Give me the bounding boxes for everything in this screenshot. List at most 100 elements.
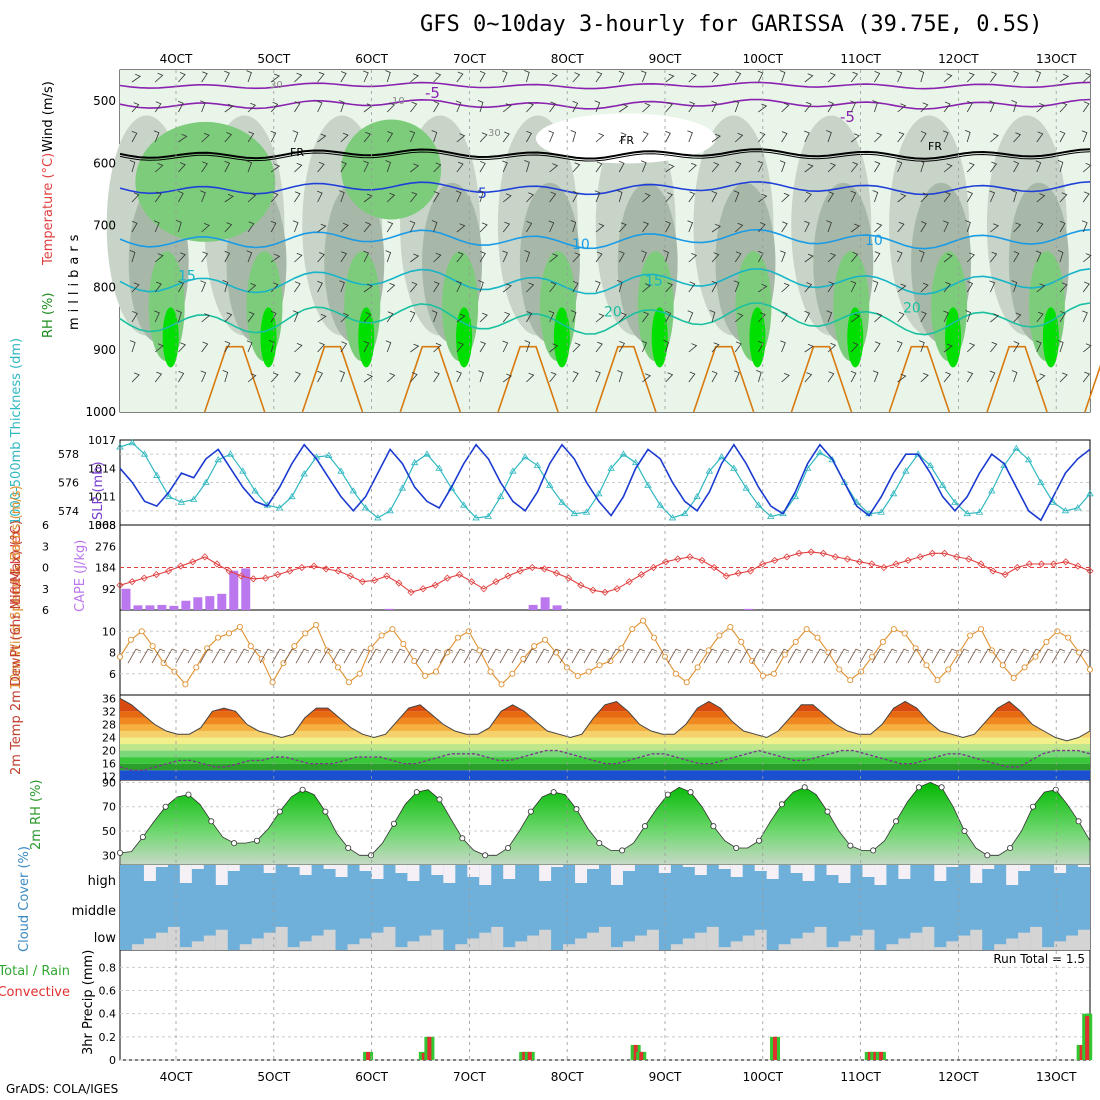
- rh-point: [756, 837, 763, 844]
- wind-barb: [920, 221, 927, 233]
- thickness-point: [656, 501, 664, 508]
- cloud-row-label-low: low: [94, 931, 117, 946]
- rh-point: [231, 840, 238, 847]
- wind-barb: [524, 340, 531, 353]
- thickness-point: [275, 504, 284, 511]
- wind-barb: [872, 280, 879, 293]
- wind-barb: [709, 310, 716, 323]
- cloud-high-gap: [754, 865, 767, 871]
- cape-bar: [540, 597, 550, 610]
- wind-barb: [688, 371, 696, 383]
- cloud-low-gap: [934, 947, 947, 950]
- wind-barb: [340, 132, 349, 143]
- freezing-level-line: [119, 151, 1091, 162]
- lifted-index-point: [710, 563, 718, 572]
- wind-barb-10m: [547, 648, 562, 664]
- wind-barb: [131, 102, 140, 113]
- cloud-high-gap: [622, 865, 635, 871]
- wind-speed-point: [225, 630, 233, 637]
- wind-speed-point: [367, 645, 374, 652]
- cloud-high-gap: [155, 865, 168, 867]
- rh-blob: [749, 307, 766, 368]
- wind-barb: [1011, 280, 1018, 293]
- wind-barb: [1082, 72, 1092, 83]
- cloud-low-gap: [575, 938, 588, 950]
- thickness-point: [521, 453, 529, 460]
- cape-tick: 184: [95, 562, 116, 575]
- lifted-index-point: [649, 563, 658, 572]
- contour-label-fr: FR: [620, 134, 634, 147]
- isotherm-10: [119, 228, 1091, 250]
- wind-barb: [733, 190, 740, 203]
- wind-barb: [711, 133, 721, 143]
- wind-barb-10m: [259, 648, 274, 664]
- wind-barb: [224, 312, 233, 323]
- wind-speed-point: [149, 643, 156, 650]
- bottom-date-tick: 6OCT: [355, 1070, 388, 1084]
- wind-barb: [616, 190, 623, 203]
- wind-barb: [1082, 343, 1092, 353]
- wind-barb: [872, 190, 879, 203]
- wind-barb: [874, 132, 883, 143]
- thickness-point: [951, 498, 959, 505]
- cape-bar: [181, 600, 191, 610]
- rh-point: [185, 791, 192, 798]
- wind-barb: [479, 251, 486, 263]
- thickness-point: [828, 456, 836, 463]
- rh-point: [824, 808, 831, 815]
- cape-bar: [384, 608, 394, 610]
- cloud-low-gap: [419, 935, 432, 950]
- wind-barb: [479, 132, 488, 143]
- wind-barb: [990, 71, 997, 83]
- cloud-high-gap: [407, 865, 420, 881]
- lifted-index-point: [383, 572, 391, 580]
- cloud-low-gap: [239, 944, 252, 950]
- thickness-point: [558, 498, 566, 505]
- wind-barb: [642, 311, 650, 323]
- cloud-low-gap: [886, 944, 899, 950]
- wind-speed-point: [792, 638, 799, 645]
- wind-barb: [920, 131, 927, 143]
- wind-barb: [246, 160, 253, 173]
- rh-blob: [945, 307, 962, 368]
- pressure-tick: 700: [93, 218, 116, 232]
- cloud-low-gap: [347, 944, 360, 950]
- wind-barb-10m: [895, 648, 910, 664]
- wind-barb-10m: [787, 648, 802, 664]
- lifted-index-point: [358, 578, 367, 586]
- wind-barb: [1035, 70, 1042, 83]
- wind-barb: [1057, 160, 1064, 173]
- wind-barb: [1082, 101, 1090, 113]
- wind-barb-10m: [703, 648, 718, 664]
- rh-point: [801, 784, 808, 791]
- lifted-index-point: [795, 549, 803, 557]
- thickness-point: [717, 453, 726, 460]
- thickness-point: [963, 509, 971, 517]
- wind-barb: [572, 190, 579, 203]
- wind-barb: [665, 282, 674, 293]
- wind-speed-point: [650, 634, 658, 641]
- slp-tick: 1011: [88, 491, 116, 504]
- wind-barb: [663, 250, 669, 263]
- wind-speed-point: [967, 632, 974, 639]
- wind-barb: [711, 370, 718, 383]
- cloud-high-gap: [694, 865, 707, 875]
- wind-barb: [246, 340, 253, 353]
- cloud-low-gap: [778, 944, 791, 950]
- thickness-point: [595, 490, 603, 497]
- wind-speed-point: [901, 630, 908, 637]
- wind-barb: [340, 161, 347, 173]
- rh-tick: 50: [102, 825, 116, 838]
- wind-speed-point: [182, 681, 189, 688]
- wind-barb: [711, 342, 720, 353]
- wind-barb: [222, 280, 229, 293]
- wind-barb: [410, 343, 420, 353]
- wind-barb: [154, 72, 164, 83]
- wind-barb: [872, 370, 879, 383]
- wind-barb: [688, 191, 696, 203]
- wind-barb: [989, 370, 996, 383]
- wind-speed-point: [770, 670, 777, 677]
- wind-barb: [201, 161, 208, 173]
- thickness-point: [1074, 504, 1082, 511]
- wind-barb: [340, 251, 348, 263]
